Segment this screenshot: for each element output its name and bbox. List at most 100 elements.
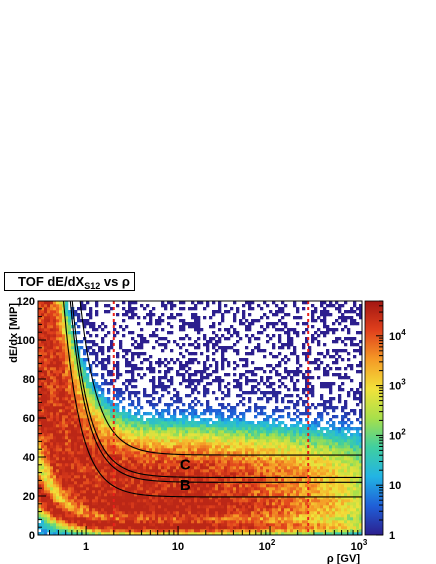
heatmap-cell xyxy=(44,511,48,515)
heatmap-cell xyxy=(89,346,93,350)
heatmap-cell xyxy=(152,454,156,458)
heatmap-cell xyxy=(68,391,72,395)
heatmap-cell xyxy=(68,424,72,428)
heatmap-cell xyxy=(239,388,243,392)
heatmap-cell xyxy=(119,511,123,515)
heatmap-cell xyxy=(59,448,63,452)
heatmap-cell xyxy=(179,451,183,455)
heatmap-cell xyxy=(287,490,291,494)
heatmap-cell xyxy=(206,523,210,527)
heatmap-cell xyxy=(41,469,45,473)
heatmap-cell xyxy=(248,322,252,326)
heatmap-cell xyxy=(137,442,141,446)
heatmap-cell xyxy=(251,460,255,464)
heatmap-cell xyxy=(230,514,234,518)
heatmap-cell xyxy=(212,370,216,374)
heatmap-cell xyxy=(236,448,240,452)
heatmap-cell xyxy=(221,391,225,395)
heatmap-cell xyxy=(293,466,297,470)
heatmap-cell xyxy=(107,412,111,416)
heatmap-cell xyxy=(275,529,279,533)
heatmap-cell xyxy=(146,472,150,476)
heatmap-cell xyxy=(215,397,219,401)
heatmap-cell xyxy=(50,391,54,395)
heatmap-cell xyxy=(65,397,69,401)
heatmap-cell xyxy=(164,514,168,518)
heatmap-cell xyxy=(251,457,255,461)
heatmap-cell xyxy=(53,307,57,311)
heatmap-cell xyxy=(95,310,99,314)
heatmap-cell xyxy=(134,415,138,419)
heatmap-cell xyxy=(272,475,276,479)
heatmap-cell xyxy=(293,502,297,506)
heatmap-cell xyxy=(71,391,75,395)
heatmap-cell xyxy=(53,337,57,341)
heatmap-cell xyxy=(131,454,135,458)
heatmap-cell xyxy=(71,493,75,497)
heatmap-cell xyxy=(206,430,210,434)
heatmap-cell xyxy=(293,301,297,305)
heatmap-cell xyxy=(56,508,60,512)
heatmap-cell xyxy=(107,331,111,335)
heatmap-cell xyxy=(170,454,174,458)
heatmap-cell xyxy=(218,508,222,512)
heatmap-cell xyxy=(191,307,195,311)
heatmap-cell xyxy=(68,367,72,371)
heatmap-cell xyxy=(62,319,66,323)
heatmap-cell xyxy=(173,421,177,425)
heatmap-cell xyxy=(242,487,246,491)
heatmap-cell xyxy=(185,370,189,374)
heatmap-cell xyxy=(47,355,51,359)
heatmap-cell xyxy=(269,532,273,535)
heatmap-cell xyxy=(170,496,174,500)
heatmap-cell xyxy=(83,496,87,500)
heatmap-cell xyxy=(242,457,246,461)
heatmap-cell xyxy=(86,391,90,395)
heatmap-cell xyxy=(71,406,75,410)
heatmap-cell xyxy=(53,391,57,395)
heatmap-cell xyxy=(206,391,210,395)
heatmap-cell xyxy=(83,394,87,398)
heatmap-cell xyxy=(149,514,153,518)
heatmap-cell xyxy=(89,307,93,311)
heatmap-cell xyxy=(155,454,159,458)
heatmap-cell xyxy=(242,475,246,479)
heatmap-cell xyxy=(128,478,132,482)
heatmap-cell xyxy=(203,457,207,461)
heatmap-cell xyxy=(128,520,132,524)
heatmap-cell xyxy=(152,382,156,386)
heatmap-cell xyxy=(161,385,165,389)
heatmap-cell xyxy=(56,442,60,446)
heatmap-cell xyxy=(257,487,261,491)
heatmap-cell xyxy=(128,484,132,488)
heatmap-cell xyxy=(143,424,147,428)
heatmap-cell xyxy=(206,520,210,524)
heatmap-cell xyxy=(161,493,165,497)
heatmap-cell xyxy=(212,352,216,356)
heatmap-cell xyxy=(164,487,168,491)
heatmap-cell xyxy=(59,439,63,443)
heatmap-cell xyxy=(248,451,252,455)
heatmap-cell xyxy=(56,304,60,308)
heatmap-cell xyxy=(158,397,162,401)
heatmap-cell xyxy=(242,313,246,317)
heatmap-cell xyxy=(74,406,78,410)
heatmap-cell xyxy=(149,463,153,467)
heatmap-cell xyxy=(281,490,285,494)
heatmap-cell xyxy=(44,394,48,398)
heatmap-cell xyxy=(122,319,126,323)
heatmap-cell xyxy=(65,493,69,497)
heatmap-cell xyxy=(200,442,204,446)
heatmap-cell xyxy=(224,475,228,479)
heatmap-cell xyxy=(119,472,123,476)
heatmap-cell xyxy=(92,409,96,413)
heatmap-cell xyxy=(257,433,261,437)
heatmap-cell xyxy=(59,427,63,431)
heatmap-cell xyxy=(89,340,93,344)
heatmap-cell xyxy=(263,508,267,512)
heatmap-cell xyxy=(140,346,144,350)
heatmap-cell xyxy=(110,340,114,344)
heatmap-cell xyxy=(152,472,156,476)
heatmap-cell xyxy=(194,493,198,497)
heatmap-cell xyxy=(107,520,111,524)
